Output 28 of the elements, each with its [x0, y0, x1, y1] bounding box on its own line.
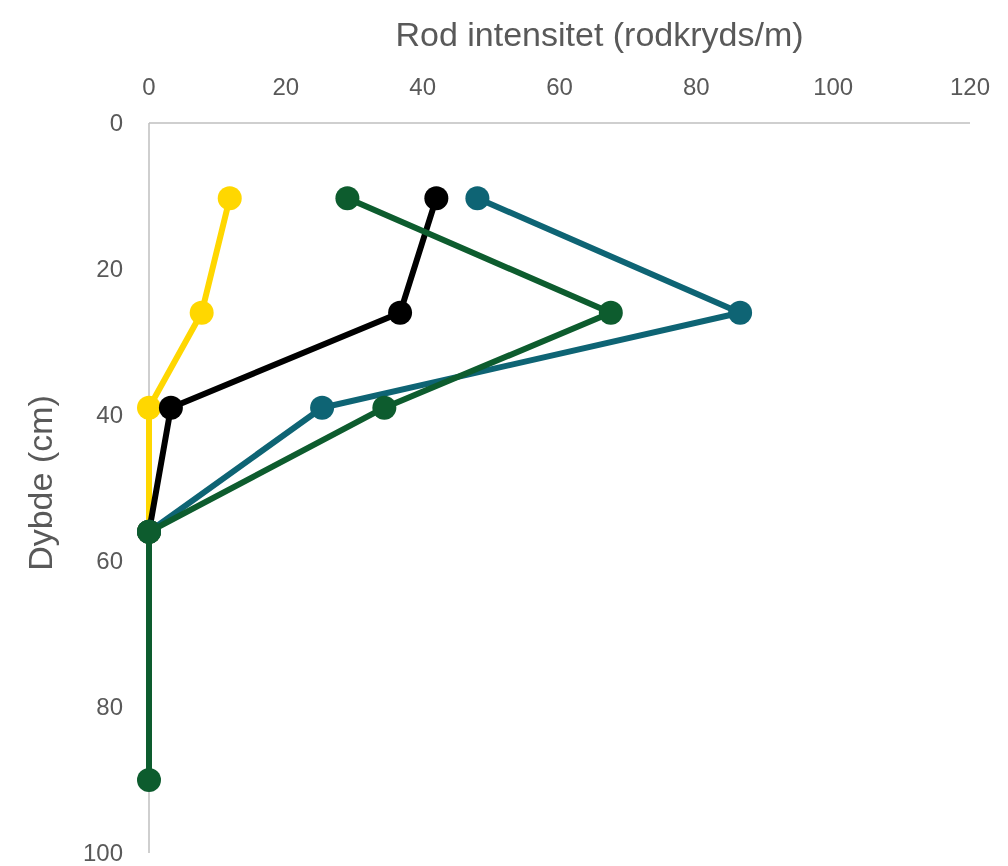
point [598, 300, 623, 325]
y-tick-label: 80 [96, 693, 123, 720]
x-tick-label: 80 [682, 73, 710, 100]
y-tick-label: 40 [96, 401, 123, 428]
point [137, 395, 161, 420]
y-axis-title: Dybde (cm) [21, 395, 59, 571]
x-tick-label: 40 [409, 73, 437, 100]
x-tick-label: 60 [546, 73, 573, 100]
point [465, 186, 490, 211]
point [372, 395, 397, 420]
x-tick-label: 120 [949, 73, 991, 100]
x-tick-label: 100 [813, 73, 854, 100]
point [217, 186, 242, 211]
x-tick-label: 20 [272, 73, 300, 100]
y-tick-label: 60 [96, 547, 123, 574]
point [388, 300, 413, 325]
x-tick-label: 0 [142, 73, 156, 100]
y-tick-label: 100 [82, 839, 123, 866]
y-tick-label: 20 [96, 255, 123, 282]
y-tick-label: 0 [109, 109, 123, 136]
point [424, 186, 449, 211]
point [137, 768, 161, 792]
point [189, 300, 214, 325]
point [728, 300, 753, 325]
point [158, 395, 183, 420]
x-axis-title: Rod intensitet (rodkryds/m) [395, 15, 804, 53]
point [335, 186, 360, 211]
point [310, 395, 335, 420]
